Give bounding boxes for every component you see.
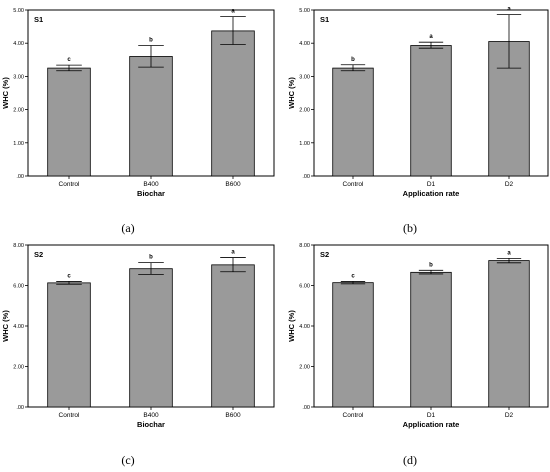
y-tick-label: 8.00 (13, 243, 24, 249)
y-tick-label: 1.00 (13, 141, 24, 147)
bar-b600 (211, 264, 255, 408)
significance-letter: c (351, 273, 355, 279)
y-tick-label: .00 (16, 174, 24, 180)
panel-tag: S2 (34, 250, 43, 259)
y-axis-label: WHC (%) (1, 310, 10, 342)
bar-b400 (129, 56, 173, 177)
y-tick-label: 4.00 (299, 41, 310, 47)
significance-letter: c (67, 57, 71, 63)
bar-control (332, 282, 374, 408)
x-tick-label: B400 (143, 412, 159, 419)
x-tick-label: Control (59, 181, 81, 188)
y-tick-label: 2.00 (299, 365, 310, 371)
bar-control (47, 282, 91, 408)
x-axis-label: Application rate (403, 420, 460, 429)
significance-letter: b (429, 262, 433, 268)
y-tick-label: 6.00 (299, 284, 310, 290)
y-axis-label: WHC (%) (1, 77, 10, 109)
x-tick-label: Control (343, 181, 365, 188)
significance-letter: a (231, 9, 235, 15)
chart-panel-2: S1 .00 1.00 2.00 3.00 4.00 5.00 WHC (%) b Control… (287, 7, 549, 235)
chart-panel-4: S2 .00 2.00 4.00 6.00 8.00 WHC (%) c Control b D1 a… (287, 243, 549, 467)
y-tick-label: .00 (302, 405, 310, 411)
panel-tag: S1 (34, 15, 43, 24)
y-tick-label: 4.00 (13, 324, 24, 330)
x-tick-label: D1 (427, 412, 436, 419)
y-tick-label: 2.00 (299, 108, 310, 114)
x-tick-label: D2 (505, 412, 514, 419)
panel-caption: (d) (403, 453, 417, 467)
panel-caption: (b) (403, 221, 417, 235)
bar-d1 (410, 271, 452, 408)
y-tick-label: 3.00 (13, 74, 24, 80)
panel-caption: (c) (121, 453, 134, 467)
x-axis-label: Application rate (403, 189, 460, 198)
chart-panel-3: S2 .00 2.00 4.00 6.00 8.00 WHC (%) c Control b B40… (1, 243, 275, 467)
x-axis-label: Biochar (137, 420, 165, 429)
panel-tag: S2 (320, 250, 329, 259)
bar-control (47, 67, 91, 177)
y-axis-label: WHC (%) (287, 310, 296, 342)
y-tick-label: 8.00 (299, 243, 310, 249)
y-tick-label: .00 (16, 405, 24, 411)
significance-letter: a (231, 250, 235, 256)
x-tick-label: D2 (505, 181, 514, 188)
y-tick-label: 2.00 (13, 365, 24, 371)
y-tick-label: 4.00 (299, 324, 310, 330)
panel-caption: (a) (121, 221, 134, 235)
x-tick-label: B600 (225, 181, 241, 188)
significance-letter: b (149, 255, 153, 261)
chart-panel-1: S1 .00 1.00 2.00 3.00 4.00 5.00 WHC (%) c Control… (1, 8, 275, 235)
y-tick-label: 5.00 (13, 8, 24, 14)
y-tick-label: 3.00 (299, 74, 310, 80)
significance-letter: a (429, 34, 433, 40)
significance-letter: b (351, 57, 355, 63)
y-axis-label: WHC (%) (287, 77, 296, 109)
x-tick-label: Control (343, 412, 365, 419)
significance-letter: a (507, 7, 511, 13)
significance-letter: b (149, 38, 153, 44)
significance-letter: c (67, 273, 71, 279)
x-tick-label: B600 (225, 412, 241, 419)
bar-b400 (129, 268, 173, 408)
y-tick-label: 4.00 (13, 41, 24, 47)
x-axis-label: Biochar (137, 189, 165, 198)
y-tick-label: 6.00 (13, 284, 24, 290)
y-tick-label: .00 (302, 174, 310, 180)
x-tick-label: Control (59, 412, 81, 419)
panel-tag: S1 (320, 15, 329, 24)
x-tick-label: D1 (427, 181, 436, 188)
bar-d1 (410, 45, 452, 177)
y-tick-label: 2.00 (13, 108, 24, 114)
x-tick-label: B400 (143, 181, 159, 188)
bar-d2 (488, 260, 530, 408)
bar-b600 (211, 30, 255, 177)
significance-letter: a (507, 250, 511, 256)
y-tick-label: 5.00 (299, 8, 310, 14)
bar-control (332, 67, 374, 177)
y-tick-label: 1.00 (299, 141, 310, 147)
